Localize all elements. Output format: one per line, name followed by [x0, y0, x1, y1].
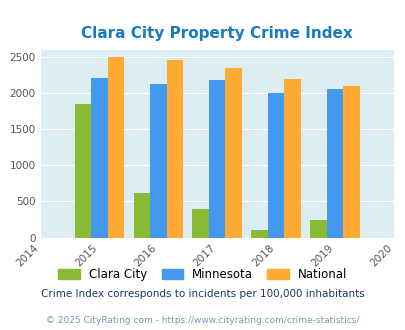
Bar: [284, 79, 300, 238]
Bar: [133, 193, 150, 238]
Bar: [209, 80, 225, 238]
Bar: [91, 78, 107, 238]
Text: © 2025 CityRating.com - https://www.cityrating.com/crime-statistics/: © 2025 CityRating.com - https://www.city…: [46, 316, 359, 325]
Bar: [267, 93, 284, 238]
Bar: [150, 84, 166, 238]
Bar: [75, 105, 91, 238]
Bar: [251, 230, 267, 238]
Bar: [225, 68, 241, 238]
Text: Crime Index corresponds to incidents per 100,000 inhabitants: Crime Index corresponds to incidents per…: [41, 289, 364, 299]
Bar: [192, 209, 209, 238]
Bar: [309, 220, 326, 238]
Bar: [326, 88, 342, 238]
Legend: Clara City, Minnesota, National: Clara City, Minnesota, National: [53, 263, 352, 286]
Title: Clara City Property Crime Index: Clara City Property Crime Index: [81, 26, 352, 41]
Bar: [342, 86, 359, 238]
Bar: [166, 60, 183, 238]
Bar: [107, 57, 124, 238]
